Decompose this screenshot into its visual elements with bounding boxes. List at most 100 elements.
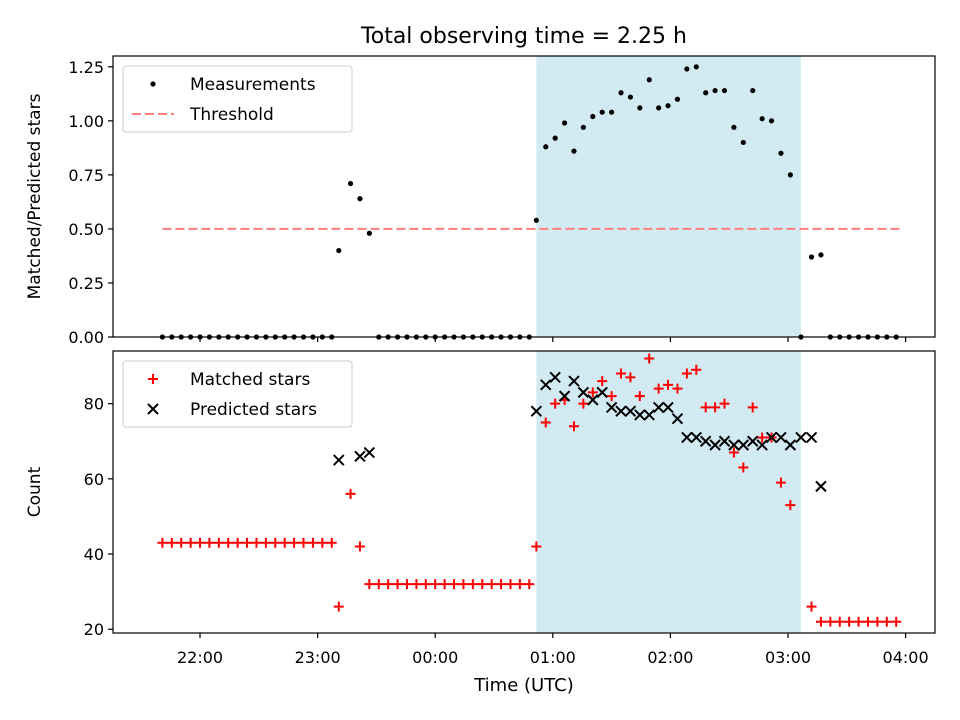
matched-star-point [872, 616, 883, 627]
matched-star-point [738, 462, 749, 473]
measurement-point [533, 217, 539, 223]
predicted-star-point [728, 439, 740, 451]
measurement-point [646, 77, 652, 83]
measurement-point [561, 120, 568, 126]
matched-star-point [825, 616, 836, 627]
matched-star-point [815, 616, 826, 627]
predicted-star-point [363, 446, 376, 459]
predicted-star-point [354, 450, 366, 462]
predicted-star-point [775, 431, 787, 444]
predicted-star-point [605, 401, 618, 414]
predicted-star-point [530, 405, 543, 417]
matched-star-point [430, 579, 441, 590]
matched-star-point [728, 447, 739, 458]
matched-star-point [587, 387, 598, 398]
measurement-point [357, 196, 363, 202]
predicted-star-point [615, 405, 627, 417]
count-y-axis-label: Count [25, 466, 45, 517]
predicted-star-point [795, 431, 807, 444]
matched-star-point [806, 601, 817, 612]
y-tick-label: 60 [84, 470, 104, 489]
measurement-point [750, 87, 756, 94]
matched-star-point [242, 537, 253, 548]
legend-label: Measurements [190, 75, 316, 95]
predicted-star-point [756, 439, 768, 451]
measurement-point [818, 252, 824, 258]
matched-star-point [166, 537, 177, 548]
matched-star-point [844, 616, 855, 627]
matched-star-point [891, 616, 902, 627]
measurement-point [656, 105, 662, 111]
matched-star-point [700, 402, 711, 413]
matched-star-point [496, 579, 507, 590]
matched-star-point [298, 537, 309, 548]
measurement-point [787, 172, 793, 178]
matched-star-point [672, 383, 683, 394]
matched-star-point [681, 368, 692, 379]
matched-star-point [634, 391, 645, 402]
figure-title: Total observing time = 2.25 h [360, 24, 687, 49]
measurement-point [759, 116, 765, 122]
predicted-star-point [765, 431, 778, 444]
measurement-point [703, 90, 709, 96]
matched-star-point [333, 601, 344, 612]
matched-star-point [364, 579, 375, 590]
predicted-star-point [540, 379, 552, 391]
matched-star-point [157, 537, 168, 548]
predicted-star-point [634, 409, 646, 421]
matched-star-point [568, 421, 579, 432]
matched-star-point [862, 616, 873, 627]
y-tick-label: 80 [84, 395, 104, 414]
measurement-point [674, 96, 681, 102]
y-tick-label: 0.25 [68, 274, 104, 293]
predicted-star-point [624, 405, 637, 417]
predicted-star-point [652, 401, 665, 414]
x-axis-label: Time (UTC) [473, 675, 574, 696]
measurement-point [768, 118, 775, 124]
matched-star-point [477, 579, 488, 590]
matched-star-point [449, 579, 460, 590]
x-tick-label: 22:00 [177, 648, 223, 667]
matched-star-point [597, 376, 608, 387]
measurement-point [366, 230, 372, 236]
predicted-star-point [718, 435, 731, 447]
count-legend-box [122, 360, 353, 428]
matched-star-point [354, 541, 365, 552]
matched-star-point [644, 353, 655, 364]
matched-star-point [317, 537, 328, 548]
y-tick-label: 0.00 [68, 328, 104, 347]
y-tick-label: 1.00 [68, 112, 104, 131]
predicted-star-point [699, 435, 712, 447]
measurement-point [336, 247, 342, 254]
matched-star-point [531, 541, 542, 552]
matched-star-point [232, 537, 243, 548]
matched-star-point [757, 432, 768, 443]
matched-star-point [467, 579, 478, 590]
matched-star-point [550, 398, 561, 409]
matched-star-point [653, 383, 664, 394]
matched-star-point [251, 537, 262, 548]
matched-star-point [392, 579, 403, 590]
matched-star-point [616, 368, 627, 379]
legend-label: Predicted stars [190, 400, 317, 420]
legend-label: Matched stars [190, 370, 310, 390]
measurement-point [580, 124, 586, 130]
measurement-point [590, 113, 596, 120]
matched-star-point [578, 398, 589, 409]
matched-star-point [719, 398, 730, 409]
matched-star-point [345, 488, 356, 499]
matched-star-point [606, 391, 617, 402]
matched-star-point [213, 537, 224, 548]
ratio-y-axis-label: Matched/Predicted stars [25, 93, 45, 299]
matched-star-point [373, 579, 384, 590]
matched-star-point [223, 537, 234, 548]
legend-predicted-swatch [147, 403, 159, 415]
matched-star-point [540, 417, 551, 428]
predicted-star-point [333, 454, 345, 466]
measurement-point [552, 135, 558, 141]
x-tick-label: 04:00 [883, 648, 929, 667]
ratio-legend-box [122, 65, 353, 133]
predicted-star-point [558, 390, 571, 402]
measurement-point [627, 94, 634, 100]
y-tick-label: 0.75 [68, 166, 104, 185]
